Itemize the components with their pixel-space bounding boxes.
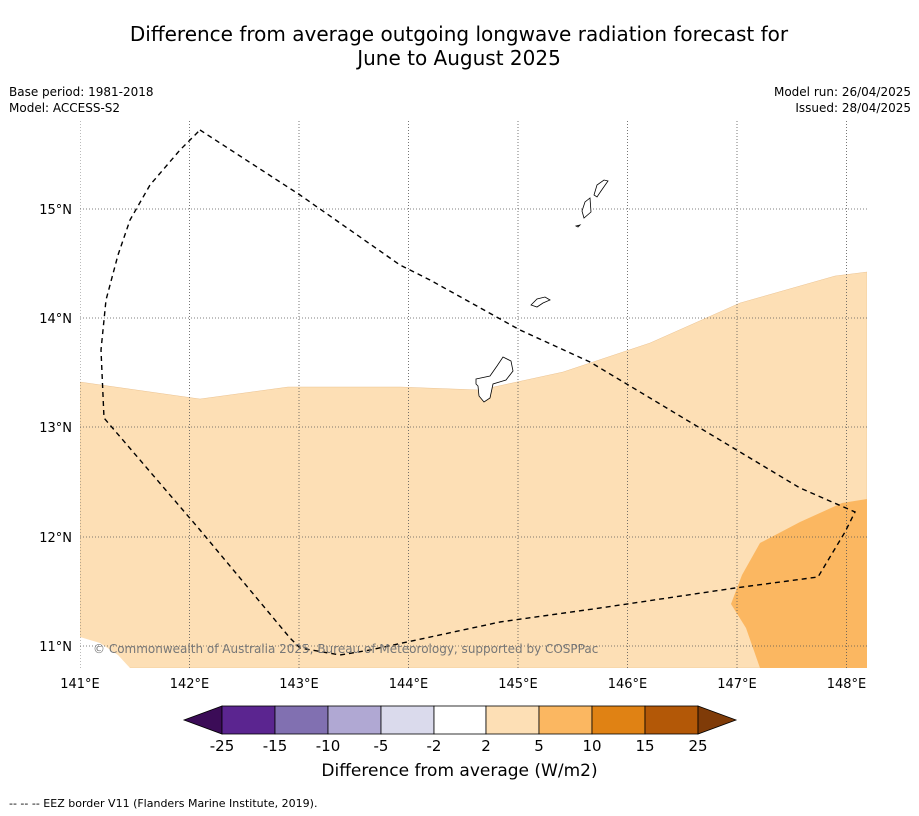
cb-label-3: -5 [374,737,389,755]
eez-footnote: -- -- -- EEZ border V11 (Flanders Marine… [9,797,318,810]
cb-label-4: -2 [427,737,442,755]
colorbar-bin-neg5-neg2 [380,705,435,735]
cb-label-8: 15 [635,737,654,755]
colorbar-bin-10-15 [591,705,646,735]
colorbar-bin-2-5 [485,705,540,735]
copyright-text: © Commonwealth of Australia 2025, Bureau… [93,642,598,656]
gridlines [80,121,867,668]
islands [475,179,609,403]
island-aguijan [574,224,582,228]
cb-label-1: -15 [263,737,288,755]
cb-label-9: 25 [688,737,707,755]
lat-tick-14: 14°N [39,312,72,327]
lon-tick-labels: 141°E 142°E 143°E 144°E 145°E 146°E 147°… [60,677,866,692]
lon-tick-144: 144°E [389,677,429,692]
cb-label-6: 5 [534,737,544,755]
lat-tick-12: 12°N [39,531,72,546]
colorbar-extend-high [697,705,738,735]
lat-tick-15: 15°N [39,203,72,218]
lon-tick-148: 148°E [827,677,867,692]
lat-tick-13: 13°N [39,421,72,436]
lon-tick-141: 141°E [60,677,100,692]
meta-left: Base period: 1981-2018 Model: ACCESS-S2 [9,84,154,116]
model-run: Model run: 26/04/2025 [773,85,911,99]
colorbar-bin-5-10 [538,705,593,735]
cb-label-7: 10 [582,737,601,755]
lon-tick-147: 147°E [717,677,757,692]
colorbar-title: Difference from average (W/m2) [321,761,598,781]
colorbar [182,705,738,735]
colorbar-bin-neg25-neg15 [221,705,276,735]
eez-border [100,129,856,656]
base-period: Base period: 1981-2018 [9,85,154,99]
lon-tick-143: 143°E [279,677,319,692]
lon-tick-142: 142°E [170,677,210,692]
meta-right: Model run: 26/04/2025 Issued: 28/04/2025 [774,84,911,116]
lat-tick-11: 11°N [39,640,72,655]
colorbar-extend-low [182,705,223,735]
island-guam [475,356,514,403]
map-title: Difference from average outgoing longwav… [24,22,894,70]
colorbar-labels: -25 -15 -10 -5 -2 2 5 10 15 25 [210,737,708,755]
island-rota [530,296,551,308]
cb-label-2: -10 [316,737,341,755]
lat-tick-labels: 15°N 14°N 13°N 12°N 11°N [39,203,72,655]
island-tinian [581,197,592,219]
anomaly-region-2-5 [80,271,867,668]
title-line-2: June to August 2025 [357,46,561,70]
island-saipan [593,179,609,198]
model-name: Model: ACCESS-S2 [9,101,121,115]
anomaly-region-5-10 [731,499,867,668]
title-line-1: Difference from average outgoing longwav… [129,22,789,46]
colorbar-bin-neg15-neg10 [274,705,329,735]
lon-tick-145: 145°E [498,677,538,692]
issued-date: Issued: 28/04/2025 [795,101,911,115]
colorbar-bin-neg10-neg5 [327,705,382,735]
cb-label-0: -25 [210,737,235,755]
cb-label-5: 2 [481,737,491,755]
lon-tick-146: 146°E [608,677,648,692]
neutral-pocket [80,637,130,668]
colorbar-bin-15-25 [644,705,699,735]
colorbar-bin-neg2-2 [433,705,487,735]
